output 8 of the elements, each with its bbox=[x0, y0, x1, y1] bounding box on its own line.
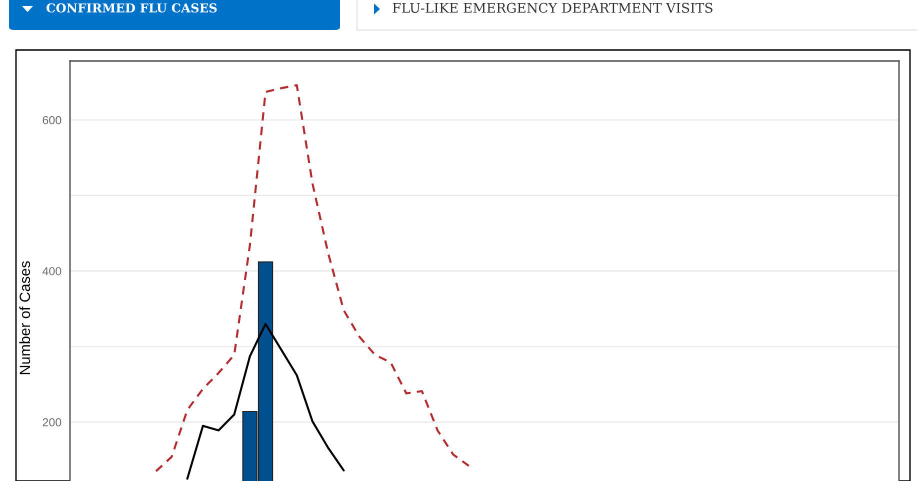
line-series bbox=[154, 84, 470, 472]
line-series bbox=[186, 322, 345, 480]
text: FLU-LIKE EMERGENCY DEPARTMENT VISITS bbox=[392, 2, 712, 13]
y-tick-label: 200 bbox=[42, 418, 62, 426]
chart-title: CONFIRMED FLU CASES bbox=[46, 3, 217, 13]
y-axis-title: Number of Cases bbox=[19, 261, 30, 374]
y-tick-label: 600 bbox=[42, 116, 62, 124]
y-tick-label: 400 bbox=[42, 267, 62, 276]
